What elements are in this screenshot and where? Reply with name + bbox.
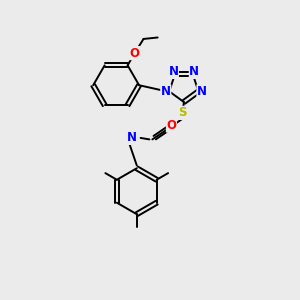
Text: N: N xyxy=(127,131,137,144)
Text: H: H xyxy=(129,133,138,143)
Text: N: N xyxy=(197,85,207,98)
Text: N: N xyxy=(161,85,171,98)
Text: O: O xyxy=(167,119,176,132)
Text: S: S xyxy=(178,106,187,119)
Text: O: O xyxy=(130,46,140,60)
Text: N: N xyxy=(168,65,178,79)
Text: N: N xyxy=(189,65,199,79)
